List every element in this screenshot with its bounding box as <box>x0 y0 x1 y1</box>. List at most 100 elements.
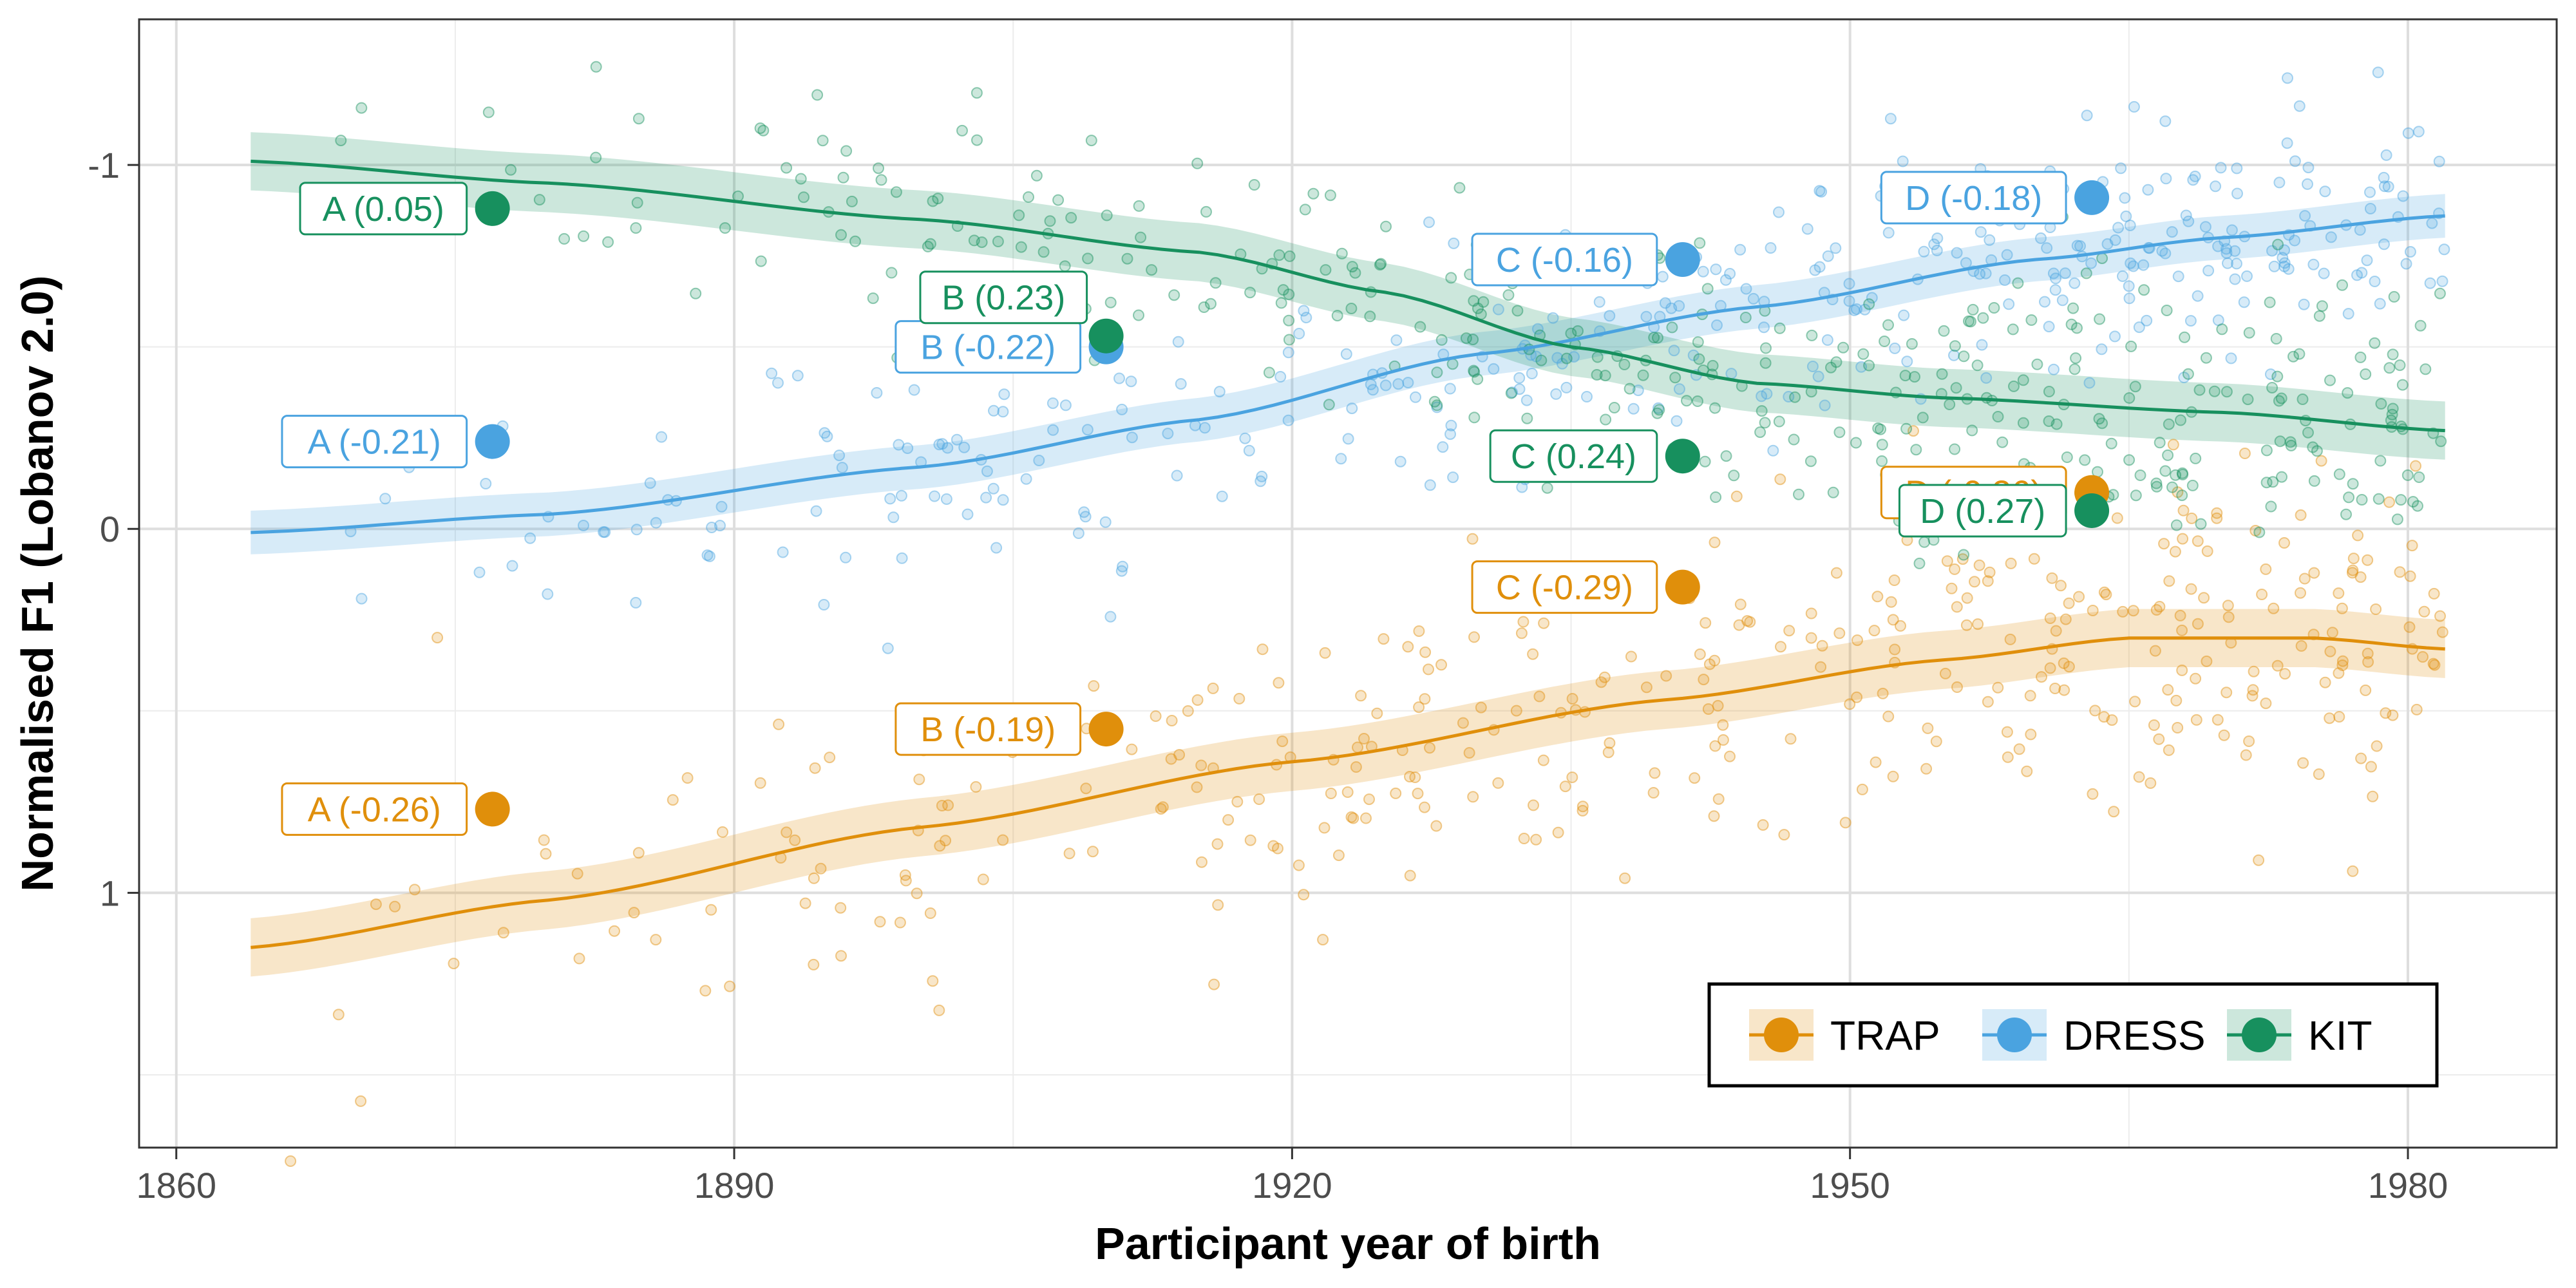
scatter-point-dress <box>1115 565 1128 577</box>
scatter-point-trap <box>1533 690 1546 703</box>
point-label-box <box>281 782 468 836</box>
scatter-point-kit <box>2302 426 2314 439</box>
scatter-point-dress <box>1812 370 1824 383</box>
scatter-point-trap <box>2313 768 2325 781</box>
scatter-point-dress <box>2382 180 2394 193</box>
y-tick-label: 0 <box>100 509 120 549</box>
scatter-point-dress <box>2048 363 2060 375</box>
scatter-point-trap <box>2295 640 2307 652</box>
scatter-point-trap <box>1518 833 1530 844</box>
scatter-point-dress <box>1423 216 1435 229</box>
scatter-point-kit <box>2096 252 2108 265</box>
scatter-point-dress <box>1851 303 1862 315</box>
scatter-point-trap <box>2055 580 2067 592</box>
scatter-point-kit <box>1472 373 1484 385</box>
scatter-point-kit <box>1521 412 1533 424</box>
scatter-point-dress <box>1814 261 1826 273</box>
scatter-point-kit <box>2043 415 2055 427</box>
scatter-point-kit <box>632 113 645 125</box>
scatter-point-dress <box>2137 259 2150 271</box>
scatter-point-kit <box>1652 332 1663 344</box>
scatter-point-trap <box>609 925 620 937</box>
scatter-point-kit <box>2369 337 2381 349</box>
scatter-point-kit <box>719 222 731 234</box>
scatter-point-dress <box>1725 368 1738 380</box>
scatter-point-dress <box>998 388 1010 401</box>
smooth-line-dress <box>251 214 2445 535</box>
scatter-point-kit <box>1833 426 1846 439</box>
scatter-point-dress <box>1340 348 1352 360</box>
scatter-point-trap <box>911 887 923 900</box>
scatter-point-trap <box>1577 804 1589 817</box>
scatter-point-dress <box>2125 257 2137 269</box>
scatter-point-trap <box>1222 814 1235 826</box>
scatter-point-trap <box>2001 726 2013 738</box>
scatter-point-trap <box>2336 602 2348 614</box>
scatter-point-kit <box>2096 417 2108 430</box>
scatter-point-dress <box>1298 305 1310 317</box>
scatter-point-dress <box>2400 258 2412 270</box>
scatter-point-trap <box>1689 772 1701 784</box>
scatter-point-trap <box>1358 733 1370 744</box>
scatter-point-dress <box>2225 352 2237 365</box>
scatter-point-kit <box>2383 362 2396 374</box>
point-label-box <box>1898 484 2067 538</box>
scatter-point-kit <box>2161 305 2173 316</box>
scatter-point-dress <box>1627 402 1640 415</box>
labelled-point-dress <box>475 424 510 459</box>
scatter-point-trap <box>1165 753 1177 765</box>
scatter-point-dress <box>2281 137 2293 149</box>
scatter-point-trap <box>1419 646 1432 658</box>
scatter-point-trap <box>1946 582 1958 594</box>
scatter-point-dress <box>1172 336 1184 348</box>
scatter-point-kit <box>2017 417 2029 429</box>
scatter-point-dress <box>1931 244 1943 256</box>
scatter-point-trap <box>1341 786 1354 798</box>
scatter-point-trap <box>2417 651 2429 663</box>
scatter-point-kit <box>1709 402 1721 414</box>
scatter-point-trap <box>650 934 662 946</box>
scatter-point-kit <box>1345 303 1358 314</box>
scatter-point-dress <box>650 516 662 529</box>
scatter-point-kit <box>1958 350 1970 363</box>
scatter-point-dress <box>1765 242 1777 254</box>
scatter-point-dress <box>1346 402 1358 415</box>
scatter-point-trap <box>2279 668 2291 680</box>
scatter-point-dress <box>2056 294 2069 307</box>
scatter-point-trap <box>1709 654 1721 667</box>
scatter-point-dress <box>2282 72 2293 84</box>
scatter-point-trap <box>1604 737 1616 749</box>
scatter-point-dress <box>1506 386 1518 399</box>
scatter-point-trap <box>1492 777 1504 789</box>
scatter-point-kit <box>2297 393 2309 405</box>
scatter-point-kit <box>1168 289 1180 301</box>
scatter-point-dress <box>840 551 852 564</box>
scatter-point-kit <box>1502 289 1515 301</box>
scatter-point-trap <box>2167 439 2179 451</box>
scatter-point-trap <box>2129 696 2141 708</box>
scatter-point-dress <box>2277 252 2289 264</box>
scatter-point-kit <box>1065 212 1077 224</box>
scatter-point-trap <box>1871 591 1884 603</box>
scatter-point-trap <box>1830 567 1842 579</box>
scatter-point-dress <box>1747 292 1759 305</box>
scatter-point-kit <box>2007 323 2019 336</box>
scatter-point-dress <box>1814 185 1826 197</box>
scatter-point-dress <box>2117 270 2128 282</box>
scatter-point-trap <box>1409 772 1421 783</box>
scatter-point-dress <box>2325 231 2337 243</box>
scatter-point-dress <box>2264 368 2277 381</box>
scatter-point-kit <box>1320 264 1332 276</box>
scatter-point-kit <box>1468 295 1480 307</box>
scatter-point-kit <box>1121 252 1133 265</box>
scatter-point-trap <box>1702 703 1714 715</box>
scatter-point-dress <box>2342 308 2354 320</box>
scatter-point-dress <box>1656 270 1669 283</box>
scatter-point-dress <box>1999 274 2011 286</box>
scatter-point-trap <box>2248 665 2260 677</box>
point-label-box <box>1489 429 1658 483</box>
scatter-point-kit <box>1949 340 1961 352</box>
scatter-point-dress <box>1673 300 1685 312</box>
scatter-point-dress <box>961 508 974 520</box>
scatter-point-trap <box>2198 592 2210 604</box>
